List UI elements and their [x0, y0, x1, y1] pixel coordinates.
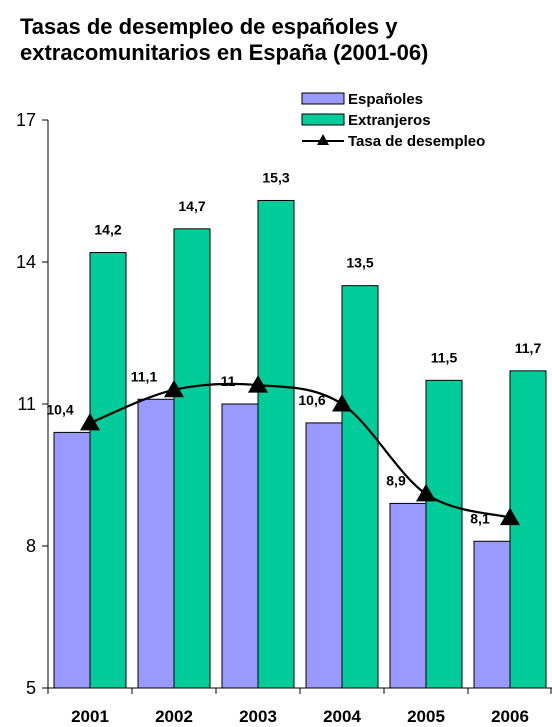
x-tick-label-2002: 2002	[155, 707, 193, 726]
line-marker-2003	[248, 375, 268, 393]
bar-extranjeros-2005	[425, 379, 463, 689]
line-marker-2001	[80, 412, 100, 431]
bar-españoles-2004	[305, 422, 343, 689]
y-tick-label-8: 8	[26, 536, 36, 556]
bar-extranjeros-2001	[89, 252, 127, 689]
x-tick-label-2004: 2004	[323, 707, 361, 726]
line-marker-2006	[500, 507, 520, 526]
labels-layer: 10,4 14,2 11,1 14,7 11 15,3 10,6 13,5 8,9 11,5 8,1…	[46, 169, 541, 526]
data-label-extranjeros-2004: 13,5	[346, 255, 373, 271]
legend-swatch-extranjeros	[301, 113, 345, 126]
data-label-extranjeros-2005: 11,5	[431, 349, 458, 365]
line-marker-2004	[332, 394, 352, 412]
bar-españoles-2002	[137, 398, 175, 689]
axes-layer: 2001 2002 2003 2004 2005 2006 5 8 11 14 17	[16, 110, 552, 726]
line-marker-2002	[164, 379, 184, 398]
y-tick-label-11: 11	[17, 394, 36, 414]
legend-label-2: Tasa de desempleo	[348, 133, 485, 150]
line-layer	[80, 375, 520, 526]
data-label-extranjeros-2006: 11,7	[515, 340, 542, 356]
data-label-españoles-2002: 11,1	[131, 368, 158, 384]
data-label-españoles-2001: 10,4	[46, 401, 73, 417]
bar-extranjeros-2006	[509, 370, 547, 689]
bar-españoles-2005	[389, 502, 427, 689]
bar-españoles-2001	[53, 431, 91, 689]
x-tick-label-2001: 2001	[71, 707, 109, 726]
x-tick-label-2005: 2005	[407, 707, 445, 726]
x-tick-label-2003: 2003	[239, 707, 277, 726]
bar-españoles-2006	[473, 540, 511, 689]
data-label-extranjeros-2003: 15,3	[262, 169, 289, 185]
legend-label-0: Españoles	[348, 91, 423, 108]
y-tick-label-5: 5	[26, 678, 36, 698]
legend-label-1: Extranjeros	[348, 112, 431, 129]
data-label-españoles-2003: 11	[221, 373, 236, 389]
data-label-extranjeros-2001: 14,2	[94, 222, 121, 238]
legend-swatch-marker	[317, 134, 329, 145]
legend-swatch-españoles	[301, 92, 345, 105]
data-label-españoles-2005: 8,9	[386, 472, 406, 488]
data-label-españoles-2006: 8,1	[470, 510, 490, 526]
y-tick-label-14: 14	[16, 252, 36, 272]
legend: Españoles Extranjeros Tasa de desempleo	[301, 91, 485, 150]
data-label-extranjeros-2002: 14,7	[178, 198, 205, 214]
bars-layer	[53, 199, 547, 689]
x-tick-label-2006: 2006	[491, 707, 529, 726]
line-marker-2005	[416, 483, 436, 502]
bar-extranjeros-2002	[173, 228, 211, 689]
bar-españoles-2003	[221, 403, 259, 689]
data-label-españoles-2004: 10,6	[298, 392, 325, 408]
bar-extranjeros-2003	[257, 199, 295, 689]
chart-title: Tasas de desempleo de españoles y extrac…	[20, 14, 429, 65]
y-tick-label-17: 17	[16, 110, 36, 130]
bar-extranjeros-2004	[341, 285, 379, 689]
